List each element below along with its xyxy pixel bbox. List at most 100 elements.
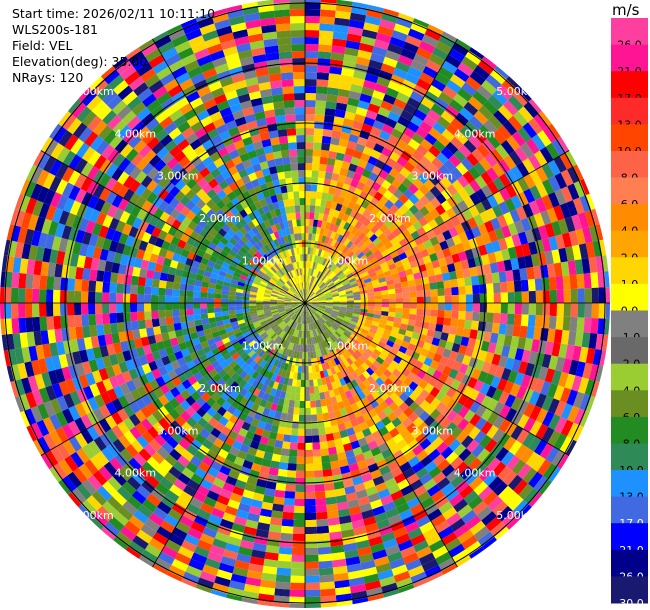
range-gate bbox=[398, 252, 408, 261]
range-gate bbox=[256, 405, 265, 415]
range-gate bbox=[315, 328, 320, 336]
range-gate bbox=[315, 320, 321, 328]
range-gate bbox=[325, 101, 337, 110]
range-gate bbox=[276, 319, 284, 325]
range-gate bbox=[146, 414, 159, 427]
range-gate bbox=[382, 432, 393, 443]
range-gate bbox=[556, 289, 564, 303]
range-gate bbox=[567, 183, 580, 201]
range-gate bbox=[458, 363, 469, 375]
range-gate bbox=[337, 252, 345, 260]
range-gate bbox=[418, 552, 436, 566]
range-gate bbox=[455, 38, 472, 51]
range-gate bbox=[181, 379, 192, 390]
range-gate bbox=[306, 309, 308, 317]
range-gate bbox=[429, 408, 441, 421]
range-gate bbox=[331, 172, 340, 182]
range-gate bbox=[452, 402, 464, 415]
range-gate bbox=[283, 504, 295, 513]
range-gate bbox=[239, 387, 248, 397]
range-gate bbox=[407, 155, 420, 167]
range-gate bbox=[406, 274, 415, 282]
range-gate bbox=[263, 451, 273, 461]
range-gate bbox=[275, 433, 285, 442]
range-gate bbox=[236, 553, 252, 564]
range-gate bbox=[303, 303, 305, 310]
range-gate bbox=[311, 233, 316, 241]
range-gate bbox=[305, 470, 315, 479]
range-gate bbox=[268, 379, 275, 388]
range-gate bbox=[276, 337, 283, 345]
range-gate bbox=[420, 138, 433, 151]
range-gate bbox=[338, 515, 352, 525]
range-gate bbox=[429, 252, 439, 262]
range-gate bbox=[387, 551, 403, 563]
range-gate bbox=[315, 335, 321, 343]
range-gate bbox=[318, 304, 326, 307]
range-gate bbox=[439, 240, 449, 251]
range-gate bbox=[446, 410, 458, 422]
range-gate bbox=[337, 285, 345, 291]
range-gate bbox=[464, 276, 473, 287]
range-gate bbox=[302, 344, 305, 352]
range-gate bbox=[151, 286, 159, 296]
range-gate bbox=[512, 90, 529, 107]
range-gate bbox=[196, 348, 206, 357]
range-gate bbox=[148, 512, 164, 527]
range-gate bbox=[310, 294, 317, 300]
range-gate bbox=[398, 382, 409, 392]
range-gate bbox=[323, 290, 331, 295]
range-gate bbox=[410, 571, 428, 584]
range-gate bbox=[309, 316, 313, 323]
range-gate bbox=[305, 254, 308, 262]
range-gate bbox=[327, 253, 333, 261]
range-gate bbox=[480, 198, 493, 211]
range-gate bbox=[499, 313, 508, 325]
range-gate bbox=[319, 16, 335, 25]
range-gate bbox=[306, 323, 308, 331]
range-gate bbox=[321, 315, 328, 321]
range-gate bbox=[260, 352, 268, 360]
range-gate bbox=[343, 238, 351, 247]
range-gate bbox=[273, 314, 281, 319]
range-gate bbox=[338, 138, 349, 148]
range-gate bbox=[193, 490, 207, 503]
range-gate bbox=[557, 453, 570, 470]
range-gate bbox=[363, 116, 376, 127]
range-gate bbox=[156, 501, 172, 515]
range-gate bbox=[444, 219, 455, 230]
range-gate bbox=[310, 315, 314, 323]
range-gate bbox=[125, 379, 137, 392]
range-gate bbox=[272, 325, 279, 332]
range-gate bbox=[134, 409, 147, 423]
range-gate bbox=[251, 402, 260, 412]
range-gate bbox=[432, 243, 443, 253]
range-gate bbox=[156, 526, 172, 540]
range-gate bbox=[481, 511, 497, 526]
range-gate bbox=[574, 331, 584, 347]
range-gate bbox=[370, 352, 379, 361]
range-gate bbox=[598, 287, 607, 303]
range-gate bbox=[472, 500, 488, 516]
range-gate bbox=[311, 305, 319, 309]
range-gate bbox=[404, 348, 414, 357]
range-gate bbox=[263, 558, 278, 568]
range-gate bbox=[524, 338, 534, 351]
range-gate bbox=[277, 468, 288, 477]
range-gate bbox=[305, 303, 310, 309]
range-gate bbox=[446, 79, 462, 94]
range-gate bbox=[291, 554, 305, 562]
range-gate bbox=[270, 402, 278, 412]
range-gate bbox=[318, 300, 326, 303]
range-gate bbox=[133, 452, 147, 467]
range-gate bbox=[364, 434, 375, 444]
range-gate bbox=[485, 385, 497, 399]
range-gate bbox=[455, 352, 465, 364]
range-gate bbox=[342, 246, 350, 254]
range-gate bbox=[49, 466, 62, 483]
range-gate bbox=[541, 315, 550, 329]
range-gate bbox=[336, 501, 349, 511]
range-gate bbox=[558, 218, 569, 235]
range-gate bbox=[89, 455, 104, 471]
range-gate bbox=[389, 557, 406, 570]
